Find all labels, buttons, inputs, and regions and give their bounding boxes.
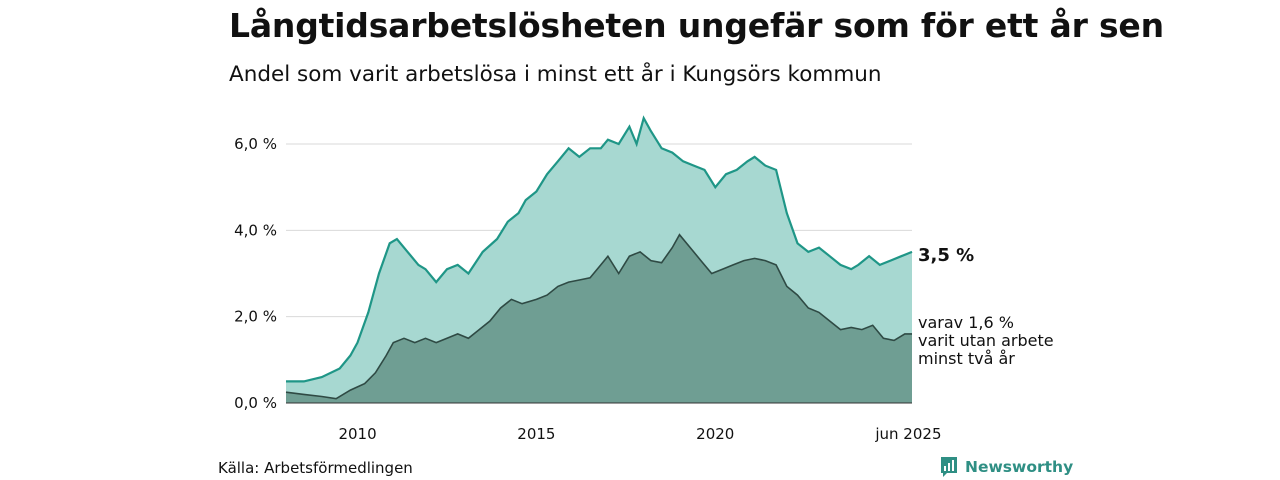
x-tick-label: 2010: [338, 425, 376, 443]
y-axis-ticks: 0,0 % 2,0 % 4,0 % 6,0 %: [234, 135, 277, 412]
one-year-line: [286, 115, 913, 383]
y-tick-label: 4,0 %: [234, 221, 277, 239]
brand-name: Newsworthy: [965, 458, 1074, 476]
x-tick-label: 2020: [696, 425, 734, 443]
bar-chart-icon: [941, 457, 957, 477]
y-tick-label: 6,0 %: [234, 135, 277, 153]
two-year-area: [286, 234, 912, 403]
two-year-description-line-2: minst två år: [918, 349, 1015, 368]
one-year-value-label: 3,5 %: [918, 245, 974, 266]
y-tick-label: 0,0 %: [234, 394, 277, 412]
area-chart: 0,0 % 2,0 % 4,0 % 6,0 % 2010 2015 2020 jun 202…: [234, 115, 1054, 443]
chart-title: Långtidsarbetslösheten ungefär som för e…: [229, 6, 1164, 45]
newsworthy-logo: Newsworthy: [939, 456, 1073, 478]
two-year-value-label: varav 1,6 %: [918, 313, 1014, 332]
chart-subtitle: Andel som varit arbetslösa i minst ett å…: [229, 62, 882, 87]
x-tick-label: jun 2025: [874, 425, 941, 443]
two-year-description-line-1: varit utan arbete: [918, 331, 1054, 350]
y-tick-label: 2,0 %: [234, 308, 277, 326]
two-year-line: [285, 233, 912, 400]
x-tick-label: 2015: [517, 425, 555, 443]
source-note: Källa: Arbetsförmedlingen: [218, 459, 413, 477]
x-axis-ticks: 2010 2015 2020 jun 2025: [338, 425, 941, 443]
